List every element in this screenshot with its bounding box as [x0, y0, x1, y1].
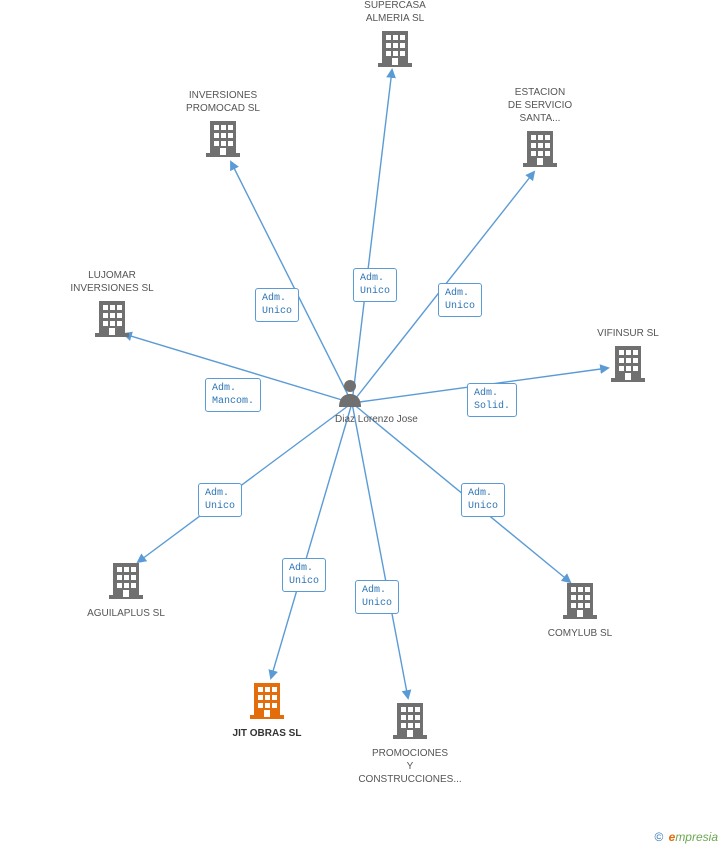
building-icon — [250, 681, 284, 719]
company-label: PROMOCIONES Y CONSTRUCCIONES... — [350, 747, 470, 786]
company-icon-wrap — [568, 344, 688, 386]
company-node: JIT OBRAS SL — [207, 681, 327, 740]
copyright-symbol: © — [654, 830, 663, 844]
edge-label: Adm. Unico — [282, 558, 326, 592]
diagram-canvas: © empresia Adm. Unico Adm. Unico Adm. Unic… — [0, 0, 728, 850]
building-icon — [95, 299, 129, 337]
company-icon-wrap — [520, 581, 640, 623]
building-icon — [109, 561, 143, 599]
edge-line — [138, 403, 352, 562]
building-icon — [523, 129, 557, 167]
building-icon — [378, 29, 412, 67]
company-label: ESTACION DE SERVICIO SANTA... — [480, 86, 600, 125]
company-label: JIT OBRAS SL — [207, 727, 327, 740]
edge-line — [352, 70, 392, 403]
footer-credit: © empresia — [654, 830, 718, 844]
company-icon-wrap — [66, 561, 186, 603]
company-node: SUPERCASA ALMERIA SL — [335, 0, 455, 71]
company-icon-wrap — [52, 299, 172, 341]
company-node: PROMOCIONES Y CONSTRUCCIONES... — [350, 701, 470, 786]
edge-label: Adm. Unico — [355, 580, 399, 614]
company-label: INVERSIONES PROMOCAD SL — [163, 89, 283, 115]
company-node: AGUILAPLUS SL — [66, 561, 186, 620]
edge-line — [231, 162, 352, 403]
company-node: LUJOMAR INVERSIONES SL — [52, 269, 172, 341]
company-node: VIFINSUR SL — [568, 327, 688, 386]
edge-line — [271, 403, 352, 678]
company-icon-wrap — [207, 681, 327, 723]
company-icon-wrap — [480, 129, 600, 171]
edge-label: Adm. Unico — [461, 483, 505, 517]
company-label: LUJOMAR INVERSIONES SL — [52, 269, 172, 295]
edge-label: Adm. Unico — [255, 288, 299, 322]
edge-line — [352, 403, 408, 698]
brand-name-rest: mpresia — [675, 830, 718, 844]
company-node: ESTACION DE SERVICIO SANTA... — [480, 86, 600, 171]
edge-label: Adm. Mancom. — [205, 378, 261, 412]
edge-label: Adm. Solid. — [467, 383, 517, 417]
company-label: COMYLUB SL — [520, 627, 640, 640]
building-icon — [611, 344, 645, 382]
company-node: INVERSIONES PROMOCAD SL — [163, 89, 283, 161]
edge-label: Adm. Unico — [353, 268, 397, 302]
center-person-node — [338, 379, 362, 412]
company-label: AGUILAPLUS SL — [66, 607, 186, 620]
building-icon — [206, 119, 240, 157]
company-icon-wrap — [335, 29, 455, 71]
building-icon — [563, 581, 597, 619]
company-icon-wrap — [350, 701, 470, 743]
company-icon-wrap — [163, 119, 283, 161]
edge-label: Adm. Unico — [438, 283, 482, 317]
company-label: VIFINSUR SL — [568, 327, 688, 340]
center-person-label: Diaz Lorenzo Jose — [335, 413, 418, 426]
building-icon — [393, 701, 427, 739]
company-label: SUPERCASA ALMERIA SL — [335, 0, 455, 25]
company-node: COMYLUB SL — [520, 581, 640, 640]
edge-label: Adm. Unico — [198, 483, 242, 517]
person-icon — [338, 379, 362, 407]
